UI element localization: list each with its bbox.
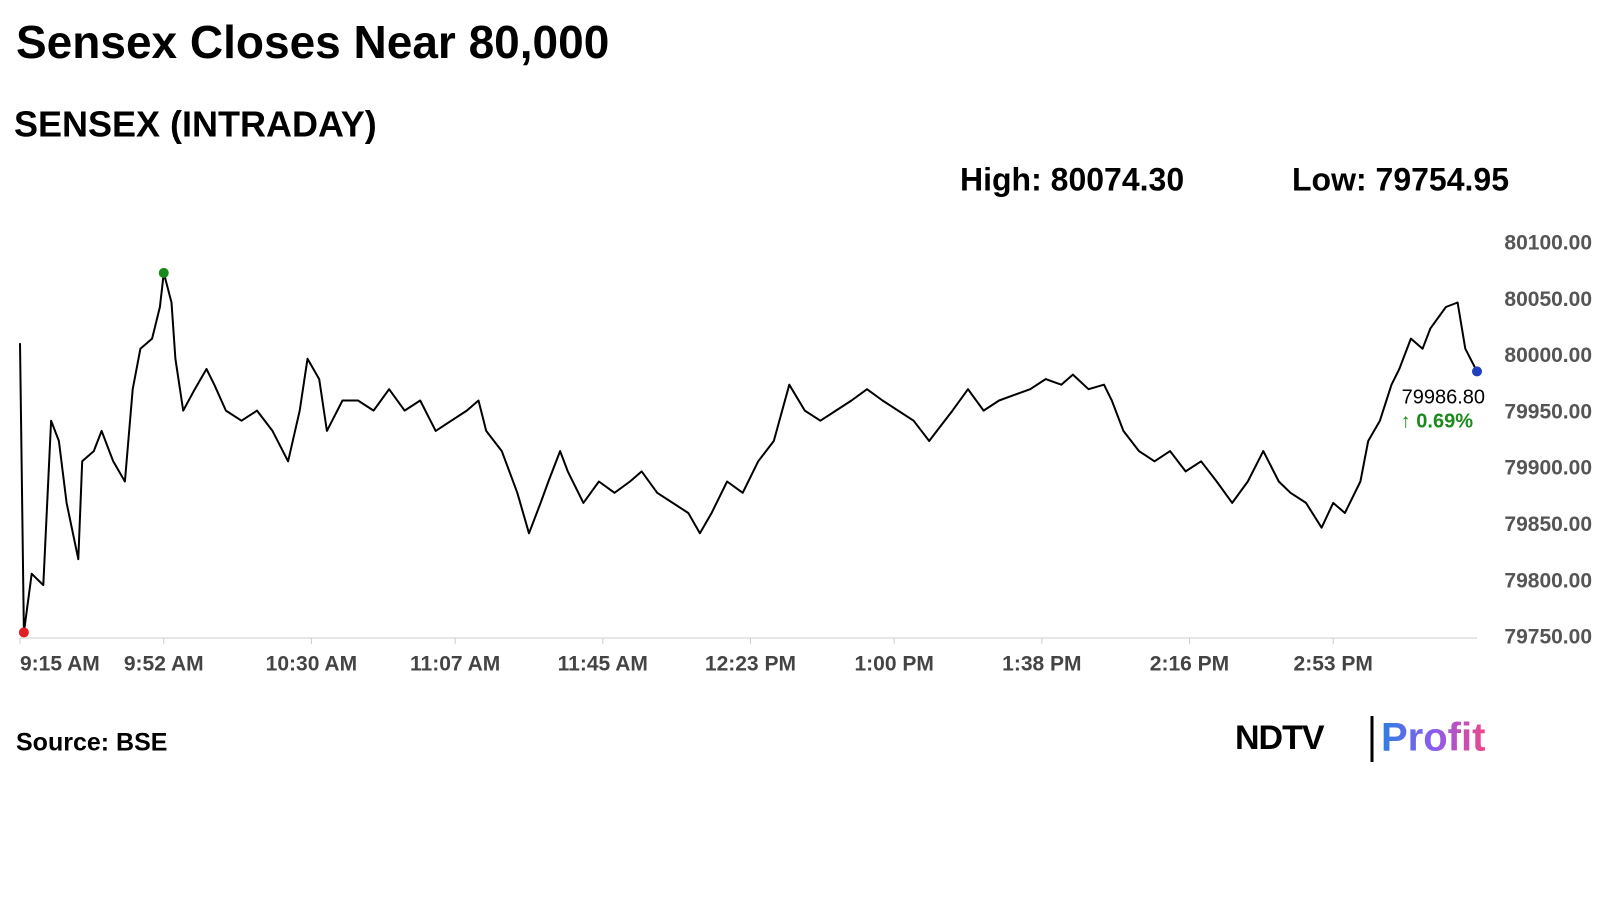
last-label: 79986.80 (1402, 387, 1485, 409)
high-dot (158, 267, 169, 278)
x-tick-label: 9:52 AM (124, 653, 204, 676)
high-label: High: 80074.30 (960, 161, 1184, 197)
x-tick-label: 1:38 PM (1002, 653, 1081, 676)
x-tick-label: 11:07 AM (410, 653, 500, 676)
x-tick-label: 12:23 PM (705, 653, 796, 676)
y-tick-label: 80000.00 (1504, 344, 1592, 367)
x-tick-label: 2:53 PM (1294, 653, 1373, 676)
change-label: ↑ 0.69% (1401, 411, 1473, 433)
x-tick-label: 10:30 AM (266, 653, 357, 676)
chart-subtitle: SENSEX (INTRADAY) (14, 104, 377, 145)
last-dot (1472, 366, 1482, 377)
x-tick-label: 11:45 AM (558, 653, 648, 676)
x-tick-label: 1:00 PM (855, 653, 934, 676)
x-tick-label: 9:15 AM (20, 653, 100, 676)
low-label: Low: 79754.95 (1292, 161, 1509, 197)
low-dot (18, 627, 29, 638)
price-line (19, 271, 1478, 634)
logo-ndtv: NDTV (1235, 719, 1325, 757)
y-tick-label: 80100.00 (1504, 232, 1592, 255)
y-tick-label: 79900.00 (1504, 457, 1592, 480)
source: Source: BSE (16, 729, 167, 757)
x-tick-label: 2:16 PM (1150, 653, 1229, 676)
y-tick-label: 79800.00 (1504, 569, 1592, 592)
y-tick-label: 79950.00 (1504, 400, 1592, 423)
y-tick-label: 80050.00 (1504, 288, 1592, 311)
y-tick-label: 79750.00 (1504, 626, 1592, 649)
y-tick-label: 79850.00 (1504, 513, 1592, 536)
logo-profit: Profit (1381, 716, 1485, 760)
chart-title: Sensex Closes Near 80,000 (16, 16, 609, 68)
